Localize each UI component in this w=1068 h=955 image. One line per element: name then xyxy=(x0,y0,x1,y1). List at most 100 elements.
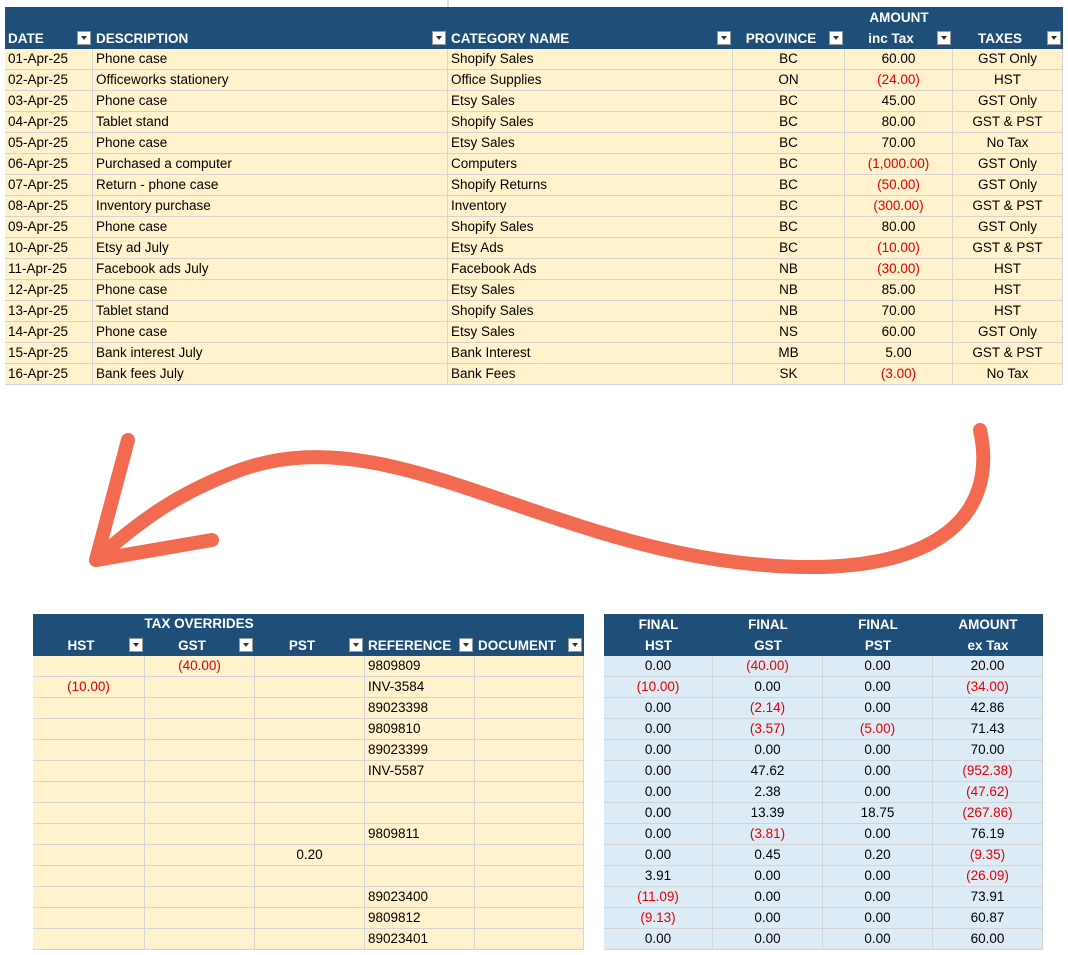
table-cell xyxy=(475,656,584,677)
table-cell xyxy=(145,866,255,887)
table-cell xyxy=(255,656,365,677)
table-cell: (300.00) xyxy=(845,196,953,217)
header-band xyxy=(604,614,1043,656)
table-cell xyxy=(33,740,145,761)
table-cell xyxy=(475,929,584,950)
table-cell: 20.00 xyxy=(933,656,1043,677)
column-header: TAXES xyxy=(977,31,1022,46)
table-cell: (40.00) xyxy=(713,656,823,677)
table-cell: 0.00 xyxy=(713,908,823,929)
table-cell: GST Only xyxy=(953,322,1063,343)
table-cell: GST Only xyxy=(953,154,1063,175)
table-cell: (9.35) xyxy=(933,845,1043,866)
table-cell: 07-Apr-25 xyxy=(5,175,93,196)
table-cell xyxy=(475,845,584,866)
table-cell xyxy=(365,782,475,803)
table-cell: Officeworks stationery xyxy=(93,70,448,91)
table-cell: GST & PST xyxy=(953,238,1063,259)
column-header: AMOUNT xyxy=(958,617,1018,632)
table-cell xyxy=(475,803,584,824)
table-cell: (3.81) xyxy=(713,824,823,845)
table-cell xyxy=(365,803,475,824)
filter-button[interactable] xyxy=(129,638,143,652)
table-cell: Etsy Sales xyxy=(448,91,733,112)
table-cell: 16-Apr-25 xyxy=(5,364,93,385)
table-cell: 5.00 xyxy=(845,343,953,364)
table-cell: 13.39 xyxy=(713,803,823,824)
filter-button[interactable] xyxy=(568,638,582,652)
table-cell: No Tax xyxy=(953,364,1063,385)
table-cell xyxy=(475,740,584,761)
table-cell: 0.00 xyxy=(823,824,933,845)
table-cell: 89023398 xyxy=(365,698,475,719)
table-cell: 13-Apr-25 xyxy=(5,301,93,322)
table-cell xyxy=(145,845,255,866)
table-cell: 89023401 xyxy=(365,929,475,950)
table-cell: 47.62 xyxy=(713,761,823,782)
table-cell: (2.14) xyxy=(713,698,823,719)
table-cell xyxy=(475,698,584,719)
column-header: FINAL xyxy=(638,617,679,632)
table-cell: HST xyxy=(953,70,1063,91)
table-cell: Shopify Sales xyxy=(448,301,733,322)
table-cell: NB xyxy=(733,280,845,301)
table-cell: 0.00 xyxy=(823,887,933,908)
filter-button[interactable] xyxy=(349,638,363,652)
table-cell xyxy=(255,761,365,782)
filter-button[interactable] xyxy=(239,638,253,652)
table-cell: (1,000.00) xyxy=(845,154,953,175)
column-header: inc Tax xyxy=(868,31,914,46)
table-cell: 0.00 xyxy=(823,782,933,803)
table-cell: Phone case xyxy=(93,91,448,112)
table-cell: 0.00 xyxy=(713,677,823,698)
column-header: PROVINCE xyxy=(745,31,817,46)
group-header: TAX OVERRIDES xyxy=(144,616,254,631)
table-cell: Bank Interest xyxy=(448,343,733,364)
table-cell: Computers xyxy=(448,154,733,175)
table-cell: BC xyxy=(733,196,845,217)
table-cell xyxy=(145,782,255,803)
table-cell: (26.09) xyxy=(933,866,1043,887)
table-cell: BC xyxy=(733,112,845,133)
table-cell: (40.00) xyxy=(145,656,255,677)
table-cell: BC xyxy=(733,217,845,238)
table-cell: 0.00 xyxy=(604,740,713,761)
filter-button[interactable] xyxy=(937,31,951,45)
filter-button[interactable] xyxy=(829,31,843,45)
table-cell: 10-Apr-25 xyxy=(5,238,93,259)
column-header: REFERENCE xyxy=(368,638,452,653)
table-cell: NB xyxy=(733,259,845,280)
table-cell xyxy=(33,656,145,677)
table-cell: 9809812 xyxy=(365,908,475,929)
table-cell: 60.87 xyxy=(933,908,1043,929)
table-cell: 45.00 xyxy=(845,91,953,112)
filter-button[interactable] xyxy=(432,31,446,45)
table-cell: GST & PST xyxy=(953,343,1063,364)
table-cell: 14-Apr-25 xyxy=(5,322,93,343)
table-cell: 60.00 xyxy=(845,322,953,343)
table-cell: 71.43 xyxy=(933,719,1043,740)
filter-button[interactable] xyxy=(77,31,91,45)
filter-button[interactable] xyxy=(1047,31,1061,45)
table-cell: 0.00 xyxy=(713,866,823,887)
table-cell: GST Only xyxy=(953,175,1063,196)
table-cell: GST & PST xyxy=(953,196,1063,217)
filter-button[interactable] xyxy=(459,638,473,652)
table-cell: 89023400 xyxy=(365,887,475,908)
table-cell: Etsy Sales xyxy=(448,280,733,301)
table-cell xyxy=(33,761,145,782)
table-cell: 0.20 xyxy=(823,845,933,866)
table-cell: 0.45 xyxy=(713,845,823,866)
table-cell: (5.00) xyxy=(823,719,933,740)
table-cell xyxy=(145,740,255,761)
table-cell: 03-Apr-25 xyxy=(5,91,93,112)
table-cell xyxy=(475,782,584,803)
table-cell: Etsy Ads xyxy=(448,238,733,259)
table-cell xyxy=(33,719,145,740)
table-cell xyxy=(255,677,365,698)
filter-button[interactable] xyxy=(717,31,731,45)
table-cell: GST & PST xyxy=(953,112,1063,133)
table-cell: 0.00 xyxy=(823,866,933,887)
table-cell: 9809809 xyxy=(365,656,475,677)
table-cell: Office Supplies xyxy=(448,70,733,91)
